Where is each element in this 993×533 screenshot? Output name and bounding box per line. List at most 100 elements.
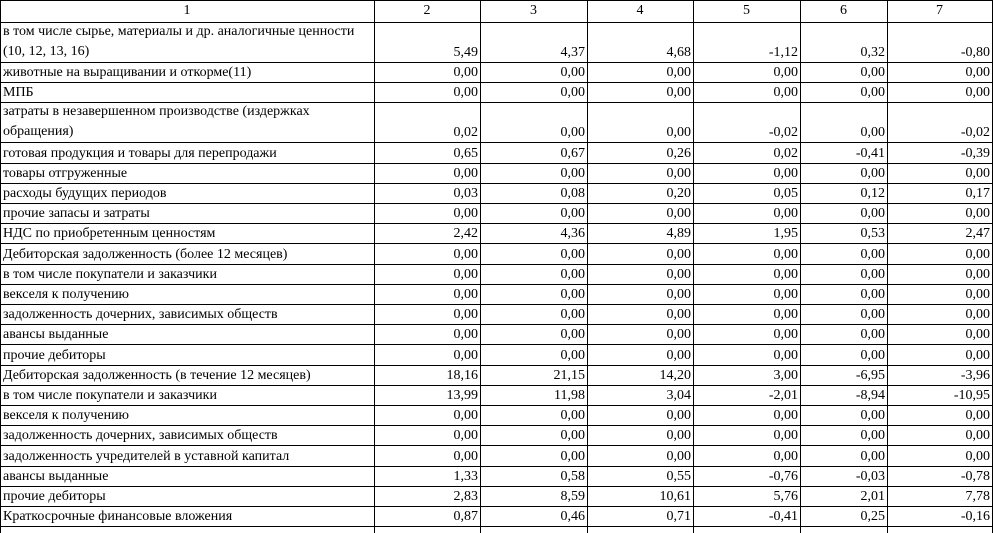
row-label: Дебиторская задолженность (более 12 меся…	[3, 246, 288, 262]
grid-line-horizontal	[0, 486, 993, 487]
row-label: Дебиторская задолженность (в течение 12 …	[3, 367, 311, 383]
row-value-col-2: 0,00	[453, 327, 479, 343]
row-value-col-4: 10,61	[659, 488, 692, 504]
row-value-col-7: -0,39	[960, 145, 990, 161]
row-value-col-4: 0,00	[666, 125, 692, 141]
row-value-col-3: 0,67	[560, 145, 586, 161]
row-value-col-2: 0,00	[453, 307, 479, 323]
row-value-col-4: 0,00	[666, 85, 692, 101]
column-header-5: 5	[743, 3, 750, 18]
row-value-col-6: -8,94	[855, 387, 885, 403]
row-value-col-5: 0,00	[773, 428, 799, 444]
row-value-col-6: 0,00	[860, 165, 886, 181]
row-value-col-5: -0,41	[768, 509, 798, 525]
row-value-col-5: 0,00	[773, 206, 799, 222]
grid-line-vertical	[374, 0, 375, 533]
row-value-col-4: 14,20	[659, 367, 692, 383]
row-label: в том числе покупатели и заказчики	[3, 387, 217, 403]
row-value-col-6: 0,00	[860, 448, 886, 464]
row-value-col-2: 0,87	[453, 509, 479, 525]
row-value-col-4: 0,20	[666, 185, 692, 201]
row-value-col-7: -10,95	[953, 387, 990, 403]
row-value-col-3: 8,59	[560, 488, 586, 504]
row-value-col-5: 0,00	[773, 65, 799, 81]
row-value-col-7: 0,00	[965, 448, 991, 464]
row-value-col-7: 0,00	[965, 246, 991, 262]
row-value-col-7: -0,80	[960, 45, 990, 60]
row-value-col-3: 0,00	[560, 206, 586, 222]
row-value-col-7: 0,00	[965, 408, 991, 424]
grid-line-horizontal	[0, 183, 993, 184]
row-value-col-2: 1,33	[453, 468, 479, 484]
row-value-col-3: 4,37	[560, 45, 586, 60]
row-value-col-3: 0,00	[560, 266, 586, 282]
column-header-7: 7	[936, 3, 943, 18]
row-value-col-6: -6,95	[855, 367, 885, 383]
row-label: НДС по приобретенным ценностям	[3, 226, 216, 242]
row-value-col-2: 0,00	[453, 65, 479, 81]
column-header-6: 6	[840, 3, 847, 18]
row-value-col-5: 1,95	[773, 226, 799, 242]
row-value-col-5: 0,00	[773, 266, 799, 282]
grid-line-horizontal	[0, 425, 993, 426]
row-value-col-5: -0,76	[768, 468, 798, 484]
row-value-col-2: 2,83	[453, 488, 479, 504]
grid-line-horizontal	[0, 385, 993, 386]
row-value-col-2: 0,00	[453, 408, 479, 424]
row-value-col-7: -0,02	[960, 125, 990, 141]
row-value-col-3: 0,00	[560, 448, 586, 464]
row-value-col-2: 5,49	[453, 45, 479, 60]
grid-line-horizontal	[0, 284, 993, 285]
row-value-col-2: 2,42	[453, 226, 479, 242]
row-label: затраты в незавершенном производстве (из…	[3, 104, 310, 140]
row-value-col-5: 0,00	[773, 307, 799, 323]
row-value-col-2: 13,99	[446, 387, 479, 403]
row-value-col-4: 0,00	[666, 65, 692, 81]
row-value-col-6: 0,00	[860, 408, 886, 424]
row-value-col-2: 0,00	[453, 428, 479, 444]
row-value-col-6: 0,00	[860, 125, 886, 141]
row-value-col-3: 0,00	[560, 165, 586, 181]
grid-line-vertical	[693, 0, 694, 533]
row-value-col-4: 4,68	[666, 45, 692, 60]
row-value-col-6: -0,41	[855, 145, 885, 161]
row-value-col-4: 0,00	[666, 165, 692, 181]
row-value-col-3: 11,98	[554, 387, 585, 403]
row-label: прочие запасы и затраты	[3, 206, 150, 222]
row-value-col-6: 0,00	[860, 428, 886, 444]
row-value-col-7: 0,00	[965, 206, 991, 222]
row-value-col-3: 0,58	[560, 468, 586, 484]
grid-line-horizontal	[0, 344, 993, 345]
row-value-col-6: 0,00	[860, 85, 886, 101]
grid-line-horizontal	[0, 445, 993, 446]
grid-line-horizontal	[0, 324, 993, 325]
row-value-col-3: 0,00	[560, 246, 586, 262]
row-value-col-7: -0,78	[960, 468, 990, 484]
row-value-col-5: -2,01	[768, 387, 798, 403]
grid-line-horizontal	[0, 82, 993, 83]
row-value-col-6: 0,00	[860, 327, 886, 343]
grid-line-vertical	[480, 0, 481, 533]
row-value-col-4: 0,00	[666, 428, 692, 444]
row-value-col-7: -0,16	[960, 509, 990, 525]
row-value-col-7: 0,00	[965, 286, 991, 302]
row-value-col-4: 0,55	[666, 468, 692, 484]
row-value-col-4: 0,00	[666, 307, 692, 323]
row-value-col-5: 0,02	[773, 145, 799, 161]
row-value-col-2: 0,00	[453, 448, 479, 464]
row-value-col-4: 0,00	[666, 286, 692, 302]
row-label: векселя к получению	[3, 408, 130, 424]
grid-line-horizontal	[0, 264, 993, 265]
row-label: прочие дебиторы	[3, 488, 106, 504]
row-value-col-7: 2,47	[965, 226, 991, 242]
row-value-col-5: 0,00	[773, 408, 799, 424]
grid-line-horizontal	[0, 365, 993, 366]
row-value-col-7: -3,96	[960, 367, 990, 383]
row-value-col-6: 2,01	[860, 488, 886, 504]
row-value-col-7: 7,78	[965, 488, 991, 504]
grid-line-horizontal	[0, 405, 993, 406]
row-value-col-5: -1,12	[768, 45, 798, 60]
column-header-4: 4	[636, 3, 644, 18]
row-value-col-5: 0,00	[773, 327, 799, 343]
